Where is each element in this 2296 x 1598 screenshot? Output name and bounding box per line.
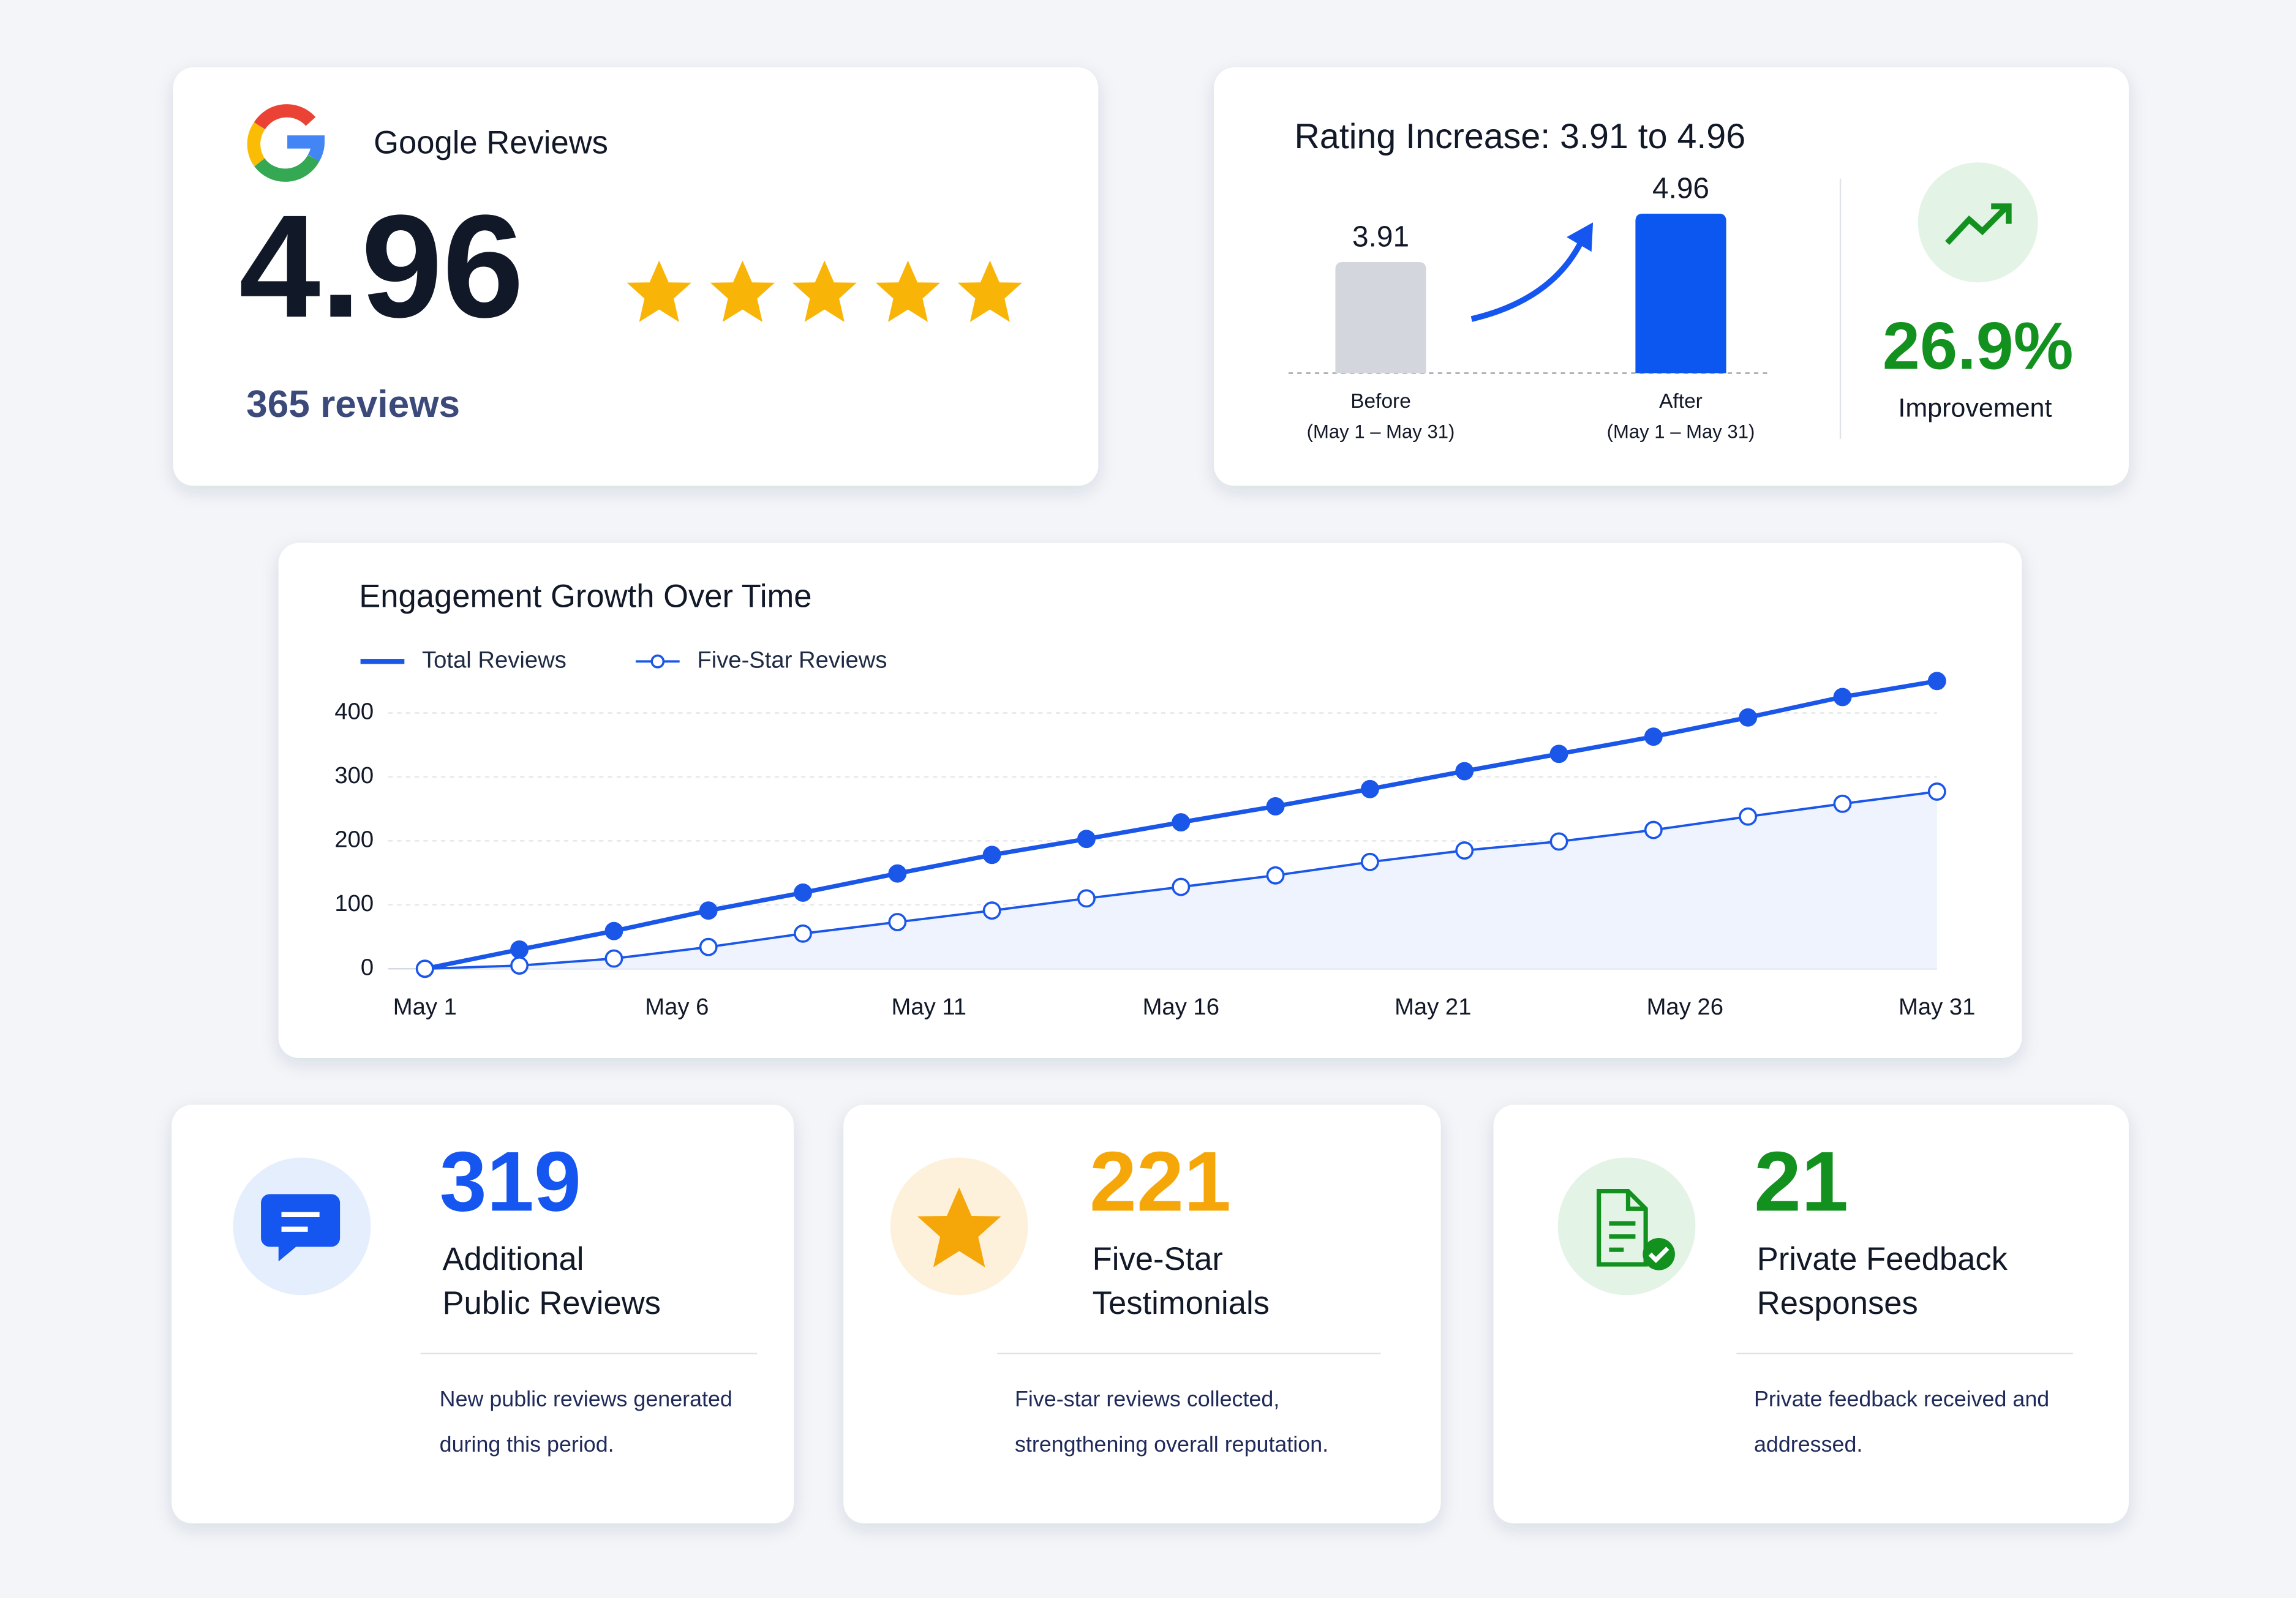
review-count: 365 reviews — [246, 383, 460, 426]
point — [604, 949, 623, 968]
x-tick-label: May 26 — [1647, 994, 1723, 1020]
point — [1739, 708, 1758, 727]
stat-description: New public reviews generated — [440, 1387, 732, 1411]
icon-bg — [1557, 1157, 1696, 1296]
x-tick-label: May 11 — [892, 994, 967, 1020]
point — [1360, 779, 1379, 798]
stat-value: 21 — [1754, 1135, 1848, 1229]
stat-label: Five-Star — [1093, 1241, 1223, 1277]
improvement-value: 26.9% — [1883, 309, 2074, 384]
y-tick-label: 300 — [334, 762, 374, 789]
point — [1927, 782, 1946, 801]
stat-label: Responses — [1757, 1285, 1918, 1321]
point — [604, 921, 623, 940]
google-card — [173, 67, 1099, 486]
point — [510, 940, 529, 959]
rating-value: 4.96 — [239, 184, 524, 348]
point — [888, 913, 907, 931]
google-logo — [247, 104, 325, 182]
point — [1739, 807, 1758, 826]
doc-icon — [1597, 1188, 1648, 1267]
legend-label: Five-Star Reviews — [697, 647, 887, 673]
x-tick-label: May 31 — [1899, 994, 1975, 1020]
point — [415, 959, 434, 978]
point — [1172, 813, 1191, 832]
x-tick-label: May 16 — [1143, 994, 1219, 1020]
point — [1455, 762, 1474, 781]
point — [699, 901, 718, 920]
point — [1077, 889, 1096, 908]
point — [794, 883, 812, 902]
point — [1549, 745, 1568, 763]
point — [1266, 866, 1285, 885]
arrow-head — [1567, 222, 1594, 252]
bar — [1335, 262, 1426, 373]
point — [1927, 672, 1946, 691]
x-tick-label: Before — [1350, 390, 1411, 413]
x-tick-sublabel: (May 1 – May 31) — [1607, 421, 1755, 443]
stat-value: 221 — [1090, 1135, 1231, 1229]
point — [982, 901, 1001, 920]
point — [1644, 820, 1663, 839]
x-tick-sublabel: (May 1 – May 31) — [1307, 421, 1455, 443]
arrow — [1470, 240, 1584, 322]
x-tick-label: After — [1659, 390, 1703, 413]
star-icon — [917, 1187, 1001, 1267]
stat-description: Five-star reviews collected, — [1015, 1387, 1279, 1411]
point — [1360, 852, 1379, 871]
stat-label: Testimonials — [1093, 1285, 1270, 1321]
y-tick-label: 400 — [334, 699, 374, 725]
stat-description: Private feedback received and — [1754, 1387, 2049, 1411]
stat-value: 319 — [440, 1135, 581, 1229]
stat-label: Additional — [442, 1241, 584, 1277]
point — [510, 956, 529, 975]
card-title: Google Reviews — [374, 125, 608, 161]
chart-title: Rating Increase: 3.91 to 4.96 — [1295, 117, 1746, 156]
x-tick-label: May 21 — [1395, 994, 1471, 1020]
bar — [1635, 213, 1726, 373]
point — [1455, 841, 1474, 860]
point — [794, 924, 812, 943]
trend-arrow — [1945, 203, 2012, 246]
point — [1833, 794, 1852, 813]
chat-lines — [281, 1212, 320, 1232]
point — [1266, 797, 1285, 816]
stat-label: Private Feedback — [1757, 1241, 2008, 1277]
point — [982, 846, 1001, 865]
stat-description: during this period. — [440, 1432, 614, 1457]
chart-title: Engagement Growth Over Time — [359, 578, 811, 614]
x-tick-label: May 1 — [393, 994, 457, 1020]
legend-label: Total Reviews — [422, 647, 566, 673]
point — [1549, 832, 1568, 851]
point — [1172, 877, 1191, 896]
improvement-label: Improvement — [1898, 394, 2052, 423]
value-label: 4.96 — [1652, 172, 1709, 204]
legend-marker — [650, 654, 665, 669]
point — [699, 937, 718, 956]
point — [1077, 830, 1096, 849]
y-tick-label: 100 — [334, 890, 374, 917]
chart-card — [278, 542, 2022, 1059]
stat-label: Public Reviews — [442, 1285, 661, 1321]
y-tick-label: 0 — [361, 954, 374, 980]
value-label: 3.91 — [1352, 220, 1409, 253]
area — [424, 791, 1937, 969]
check — [1648, 1247, 1669, 1263]
stat-description: addressed. — [1754, 1432, 1862, 1457]
point — [1833, 688, 1852, 707]
x-tick-label: May 6 — [645, 994, 709, 1020]
stars — [627, 260, 1022, 322]
y-tick-label: 200 — [334, 826, 374, 852]
point — [888, 864, 907, 883]
stat-description: strengthening overall reputation. — [1015, 1432, 1328, 1457]
point — [1644, 727, 1663, 746]
trend-icon — [1918, 162, 2038, 283]
